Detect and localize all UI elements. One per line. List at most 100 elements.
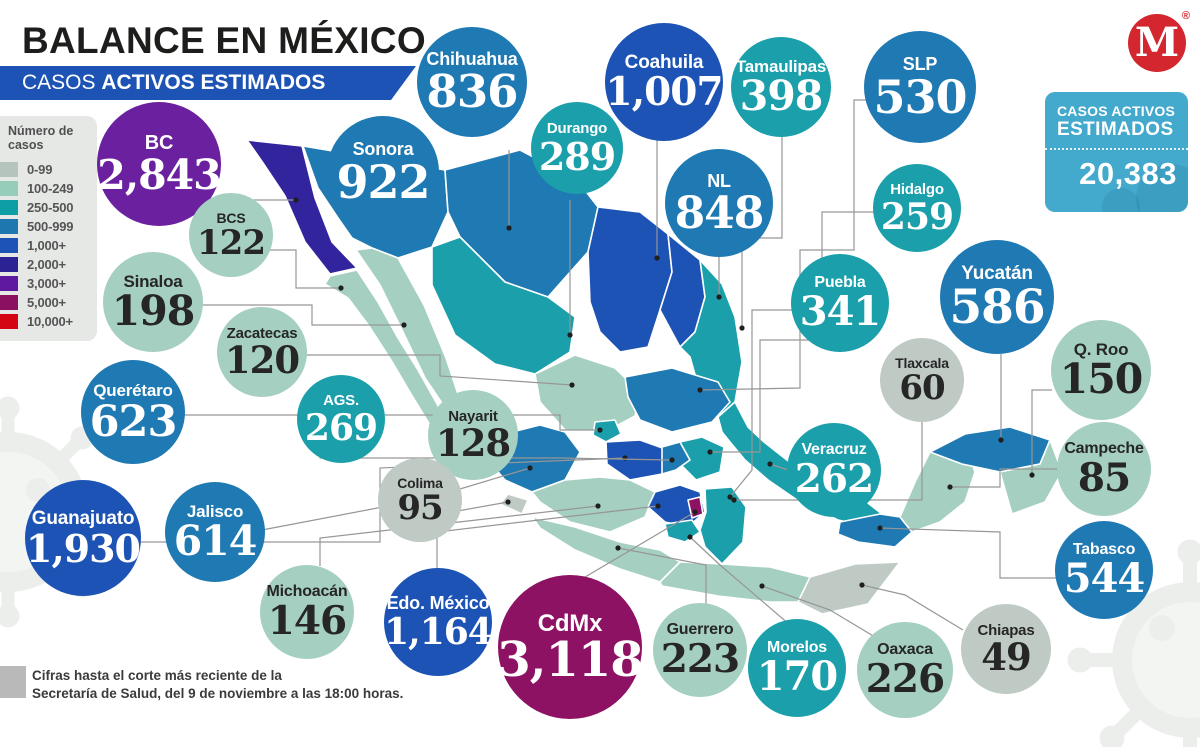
region-aguascalientes (592, 419, 622, 443)
connector-tamaulipas (741, 136, 783, 328)
connector-qroo (1031, 389, 1052, 475)
map-dot-chiapas (859, 582, 865, 588)
legend-label: 3,000+ (27, 275, 66, 291)
total-cases-label-1: CASOS ACTIVOS (1057, 103, 1175, 119)
legend-label: 10,000+ (27, 313, 73, 329)
map-dot-tamaulipas (739, 325, 745, 331)
page-title-bold: MÉXICO (278, 20, 426, 61)
region-san-luis-potosi (624, 367, 731, 433)
total-cases-box: CASOS ACTIVOS ESTIMADOS 20,383 (1045, 92, 1188, 212)
map-dot-michoacan (595, 503, 601, 509)
registered-mark: ® (1181, 10, 1190, 22)
legend-label: 250-500 (27, 199, 74, 215)
dotted-divider (1045, 148, 1188, 150)
map-dot-durango (567, 332, 573, 338)
legend-item-3,000+: 3,000+ (0, 274, 97, 293)
map-dot-oaxaca (759, 583, 765, 589)
subtitle-banner: CASOS ACTIVOS ESTIMADOS (0, 66, 416, 100)
legend-item-5,000+: 5,000+ (0, 293, 97, 312)
map-dot-morelos (687, 534, 693, 540)
map-dot-tlaxcala (731, 497, 737, 503)
region-zacatecas (534, 354, 641, 433)
connector-michoacan (319, 505, 599, 566)
legend-label: 0-99 (27, 161, 53, 177)
connector-morelos (689, 536, 791, 626)
region-tabasco (837, 513, 913, 548)
connector-sinaloa (200, 304, 404, 326)
legend-label: 500-999 (27, 218, 74, 234)
map-dot-edomex (655, 503, 661, 509)
map-dot-zacatecas (569, 382, 575, 388)
state-regions (246, 139, 1063, 615)
connector-cdmx (579, 511, 696, 581)
region-colima (499, 493, 529, 515)
page-title: BALANCE EN MÉXICO (22, 20, 426, 62)
connector-colima (451, 501, 509, 513)
map-dot-tabasco (877, 525, 883, 531)
map-dot-sinaloa (401, 322, 407, 328)
connector-slp (699, 99, 866, 391)
virus-watermark-bottom-right (1067, 539, 1200, 747)
legend-label: 1,000+ (27, 237, 66, 253)
milenio-logo-letter: M (1134, 19, 1180, 66)
total-cases-label-2: ESTIMADOS (1057, 119, 1174, 140)
legend-swatch (0, 161, 18, 177)
footnote-line-1: Cifras hasta el corte más reciente de la (32, 668, 282, 683)
map-dot-nayarit (471, 447, 477, 453)
subtitle-banner-bold: ACTIVOS ESTIMADOS (101, 71, 326, 94)
connector-veracruz (769, 463, 789, 471)
map-dot-guerrero (615, 545, 621, 551)
virus-watermark-left (0, 396, 124, 628)
connector-guerrero (617, 547, 707, 604)
connector-puebla (729, 309, 798, 498)
legend-swatch (0, 237, 18, 253)
map-dot-guanajuato (622, 455, 628, 461)
footnote-swatch (0, 666, 26, 698)
legend-swatch (0, 294, 18, 310)
legend-swatch (0, 180, 18, 196)
region-chiapas (797, 561, 901, 615)
legend-items: 0-99 100-249 250-500 500-999 1,000+ 2,000+ 3,0… (0, 160, 97, 331)
region-edomex (647, 484, 706, 528)
legend-swatch (0, 256, 18, 272)
page-title-light: BALANCE EN (22, 20, 279, 61)
virus-decor-icon (1102, 188, 1140, 212)
legend-swatch (0, 313, 18, 329)
legend-item-2,000+: 2,000+ (0, 255, 97, 274)
region-baja-california (246, 139, 358, 275)
map-dot-queretaro (669, 457, 675, 463)
connector-zacatecas (305, 354, 573, 386)
map-dot-ags (597, 427, 603, 433)
map-dot-nl (716, 294, 722, 300)
connector-campeche (950, 468, 1058, 488)
legend-item-250-500: 250-500 (0, 198, 97, 217)
legend-item-0-99: 0-99 (0, 160, 97, 179)
legend-swatch (0, 199, 18, 215)
legend-swatch (0, 275, 18, 291)
footnote-line-2: Secretaría de Salud, del 9 de noviembre … (32, 685, 404, 701)
map-dot-coahuila (654, 255, 660, 261)
legend-item-100-249: 100-249 (0, 179, 97, 198)
region-coahuila (587, 206, 673, 353)
legend-panel: Número de casos 0-99 100-249 250-500 500-99… (0, 116, 97, 341)
milenio-logo: M ® (1128, 10, 1190, 72)
region-cdmx (687, 496, 704, 519)
map-dot-qroo (1029, 472, 1035, 478)
legend-title: Número de casos (8, 124, 74, 153)
legend-label: 2,000+ (27, 256, 66, 272)
map-dot-bc (293, 197, 299, 203)
map-dot-colima (505, 499, 511, 505)
legend-label: 5,000+ (27, 294, 66, 310)
legend-label: 100-249 (27, 180, 74, 196)
map-dot-bcs (338, 285, 344, 291)
map-dot-puebla (727, 494, 733, 500)
connector-bcs (270, 249, 341, 289)
map-dot-hidalgo (707, 449, 713, 455)
source-footnote: Cifras hasta el corte más reciente de la… (0, 666, 403, 702)
map-dot-jalisco (527, 465, 533, 471)
connector-chiapas (861, 584, 964, 631)
subtitle-banner-light: CASOS (22, 71, 102, 94)
map-dot-yucatan (998, 437, 1004, 443)
